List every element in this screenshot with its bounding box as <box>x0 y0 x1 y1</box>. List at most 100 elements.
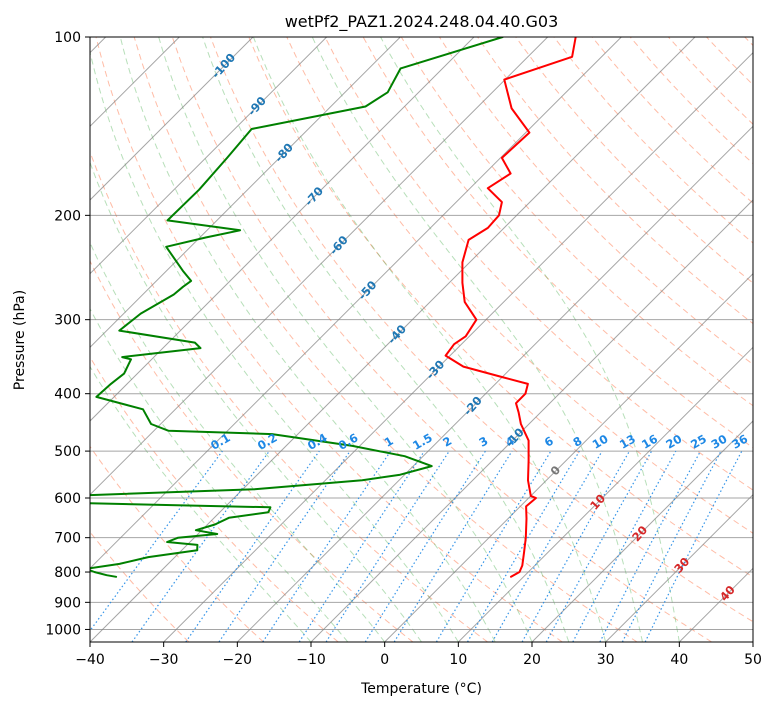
isotherm-line <box>90 37 696 642</box>
mixing-ratio-label: 8 <box>570 434 584 450</box>
x-tick-label: 0 <box>380 652 389 668</box>
x-axis-ticks: −40 −30 −20 −10 0 10 20 30 40 50 <box>75 642 762 668</box>
dry-adiabat <box>324 37 753 491</box>
isotherm-line <box>605 493 753 642</box>
mixing-ratio-line <box>298 450 425 642</box>
dry-adiabats <box>90 37 753 642</box>
temperature-trace <box>444 37 577 578</box>
mixing-ratio-line <box>572 450 677 642</box>
moist-adiabat <box>90 241 386 642</box>
mixing-ratio-label: 6 <box>542 434 556 450</box>
y-axis-label: Pressure (hPa) <box>12 290 28 390</box>
dry-adiabat <box>133 37 638 642</box>
isotherm-line <box>310 199 753 642</box>
dry-adiabat <box>744 37 753 47</box>
mixing-ratio-label: 20 <box>663 432 684 452</box>
dry-adiabat <box>95 37 563 642</box>
mixing-ratio-label: 30 <box>709 432 730 452</box>
sounding-traces <box>90 37 577 578</box>
mixing-ratio-line <box>435 450 552 642</box>
moist-adiabat <box>380 37 680 642</box>
y-tick-label: 300 <box>54 313 81 329</box>
x-axis-label: Temperature (°C) <box>360 681 482 697</box>
mixing-ratio-lines <box>90 450 743 642</box>
chart-title: wetPf2_PAZ1.2024.248.04.40.G03 <box>285 12 559 32</box>
mixing-ratio-label: 1 <box>382 434 396 450</box>
mixing-ratio-line <box>185 450 320 642</box>
y-tick-label: 1000 <box>45 622 81 638</box>
y-tick-label: 900 <box>54 595 81 611</box>
moist-adiabat <box>158 37 533 642</box>
x-tick-label: 50 <box>744 652 762 668</box>
mixing-ratio-line <box>262 450 392 642</box>
dry-adiabat <box>90 259 414 642</box>
isotherm-line <box>90 37 254 201</box>
isotherm-line <box>531 420 753 642</box>
moist-adiabat <box>202 37 570 642</box>
dry-adiabat <box>90 356 339 642</box>
isotherm-line <box>90 37 475 422</box>
dewpoint-trace <box>90 37 504 578</box>
isotherm-line <box>678 567 753 642</box>
mixing-ratio-line <box>521 450 631 642</box>
y-tick-label: 100 <box>54 30 81 46</box>
isotherm-line <box>236 125 753 642</box>
mixing-ratio-label: 25 <box>688 432 709 452</box>
y-tick-label: 500 <box>54 444 81 460</box>
moist-adiabats <box>90 37 680 642</box>
y-tick-label: 800 <box>54 565 81 581</box>
mixing-ratio-label: 16 <box>639 432 660 452</box>
dry-adiabat <box>210 37 753 623</box>
dry-adiabat <box>171 37 712 642</box>
isotherm-line <box>90 37 622 570</box>
mixing-ratio-line <box>644 450 743 642</box>
x-tick-label: 10 <box>449 652 467 668</box>
x-tick-label: 20 <box>523 652 541 668</box>
isotherm-line <box>752 641 753 642</box>
dry-adiabat <box>668 37 753 125</box>
mixing-ratio-line <box>131 450 270 642</box>
isotherm-line <box>384 272 753 642</box>
isotherm-line <box>90 37 401 349</box>
moist-adiabat <box>252 37 607 642</box>
mixing-ratio-line <box>545 450 653 642</box>
isotherm-line <box>90 37 328 275</box>
mixing-ratio-line <box>325 450 450 642</box>
mixing-ratio-line <box>90 450 223 632</box>
dry-adiabat <box>90 150 488 642</box>
dry-adiabat <box>706 37 753 86</box>
mixing-ratio-line <box>466 450 580 642</box>
mixing-ratio-label: 0.4 <box>305 430 330 452</box>
dry-adiabat <box>477 37 753 325</box>
moist-adiabat <box>90 49 459 642</box>
y-axis-ticks: 100 200 300 400 500 600 700 800 900 1000 <box>45 30 90 638</box>
dry-adiabat <box>515 37 753 284</box>
x-tick-label: −20 <box>223 652 253 668</box>
moist-adiabat <box>90 307 349 642</box>
dry-adiabat <box>90 445 264 642</box>
isotherm-line <box>457 346 753 642</box>
isotherm-line <box>163 51 753 642</box>
y-tick-label: 400 <box>54 387 81 403</box>
mixing-ratio-label: 0.1 <box>208 430 233 452</box>
mixing-ratio-line <box>218 450 351 642</box>
isotherm-line <box>90 37 549 496</box>
dry-adiabat <box>248 37 753 578</box>
dry-adiabat <box>90 531 190 642</box>
dry-adiabat <box>286 37 753 534</box>
isotherm-label: -100 <box>209 50 239 81</box>
y-tick-label: 200 <box>54 208 81 224</box>
moist-adiabat <box>119 37 496 642</box>
mixing-ratio-label: 3 <box>476 434 490 450</box>
mixing-ratio-line <box>393 450 513 642</box>
mixing-ratio-label: 36 <box>729 432 750 452</box>
dry-adiabat <box>553 37 753 244</box>
mixing-ratio-line <box>364 450 486 642</box>
mixing-ratio-label: 13 <box>617 432 638 452</box>
x-tick-label: −10 <box>296 652 326 668</box>
y-tick-label: 700 <box>54 531 81 547</box>
horizontal-gridlines <box>90 37 753 630</box>
x-tick-label: 40 <box>670 652 688 668</box>
mixing-ratio-line <box>599 450 702 642</box>
